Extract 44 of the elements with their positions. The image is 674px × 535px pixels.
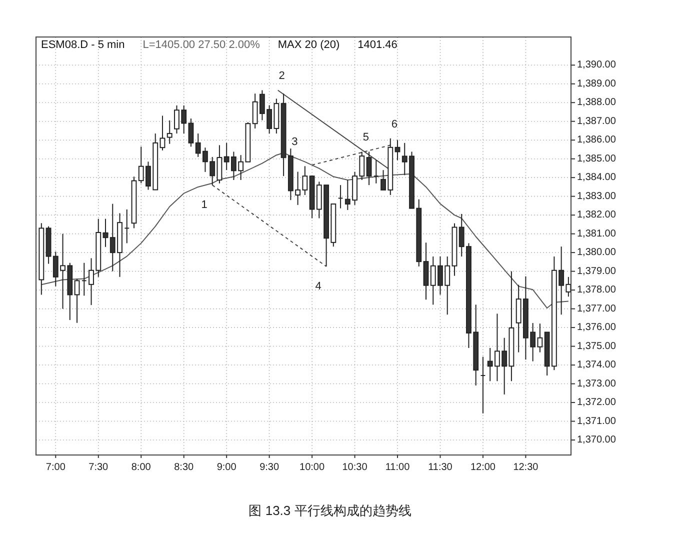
annotation: 1: [201, 199, 208, 212]
y-tick-label: 1,382.00: [577, 210, 616, 221]
annotation: 2: [278, 70, 285, 82]
y-tick-label: 1,386.00: [577, 134, 616, 146]
y-tick-label: 1,376.00: [577, 322, 616, 334]
y-tick-label: 1,375.00: [577, 340, 616, 352]
annotation: 3: [292, 136, 298, 148]
y-tick-label: 1,371.00: [577, 416, 616, 427]
caption: 图 13.3 平行线构成的趋势线: [248, 503, 412, 518]
annotation: 4: [315, 280, 322, 292]
x-tick-label: 9:30: [260, 462, 280, 473]
y-tick-label: 1,383.00: [577, 190, 616, 202]
y-tick-label: 1,384.00: [577, 172, 616, 184]
y-tick-label: 1,373.00: [577, 378, 616, 390]
annotation: 5: [362, 132, 369, 144]
y-tick-label: 1,374.00: [577, 360, 616, 371]
x-tick-label: 12:30: [513, 462, 539, 473]
annotation: 1401.46: [358, 39, 398, 51]
x-tick-label: 12:00: [470, 462, 496, 473]
x-tick-label: 11:00: [385, 462, 410, 473]
text: MAX 20 (20): [278, 39, 340, 51]
y-tick-label: 1,381.00: [577, 228, 616, 240]
y-tick-label: 1,388.00: [577, 97, 616, 108]
x-tick-label: 7:30: [88, 462, 109, 473]
x-tick-label: 10:30: [342, 462, 368, 473]
x-tick-label: 10:00: [300, 462, 325, 473]
x-tick-label: 7:00: [46, 462, 66, 473]
x-tick-label: 11:30: [428, 462, 453, 473]
y-tick-label: 1,390.00: [577, 60, 616, 71]
y-tick-label: 1,377.00: [577, 303, 616, 314]
annotation: ESM08.D - 5 min: [41, 39, 125, 51]
y-tick-label: 1,379.00: [577, 266, 616, 277]
y-tick-label: 1,387.00: [577, 116, 616, 127]
x-tick-label: 8:30: [174, 462, 194, 473]
y-tick-label: 1,380.00: [577, 247, 616, 258]
annotation: L=1405.00 27.50 2.00%: [142, 39, 260, 51]
y-tick-label: 1,389.00: [577, 78, 616, 90]
y-tick-label: 1,378.00: [577, 284, 616, 296]
y-tick-label: 1,385.00: [577, 153, 616, 164]
y-tick-label: 1,370.00: [577, 434, 616, 446]
x-tick-label: 8:00: [131, 462, 152, 473]
x-tick-label: 9:00: [216, 462, 237, 473]
y-tick-label: 1,372.00: [577, 397, 616, 408]
annotation: 6: [391, 118, 398, 130]
